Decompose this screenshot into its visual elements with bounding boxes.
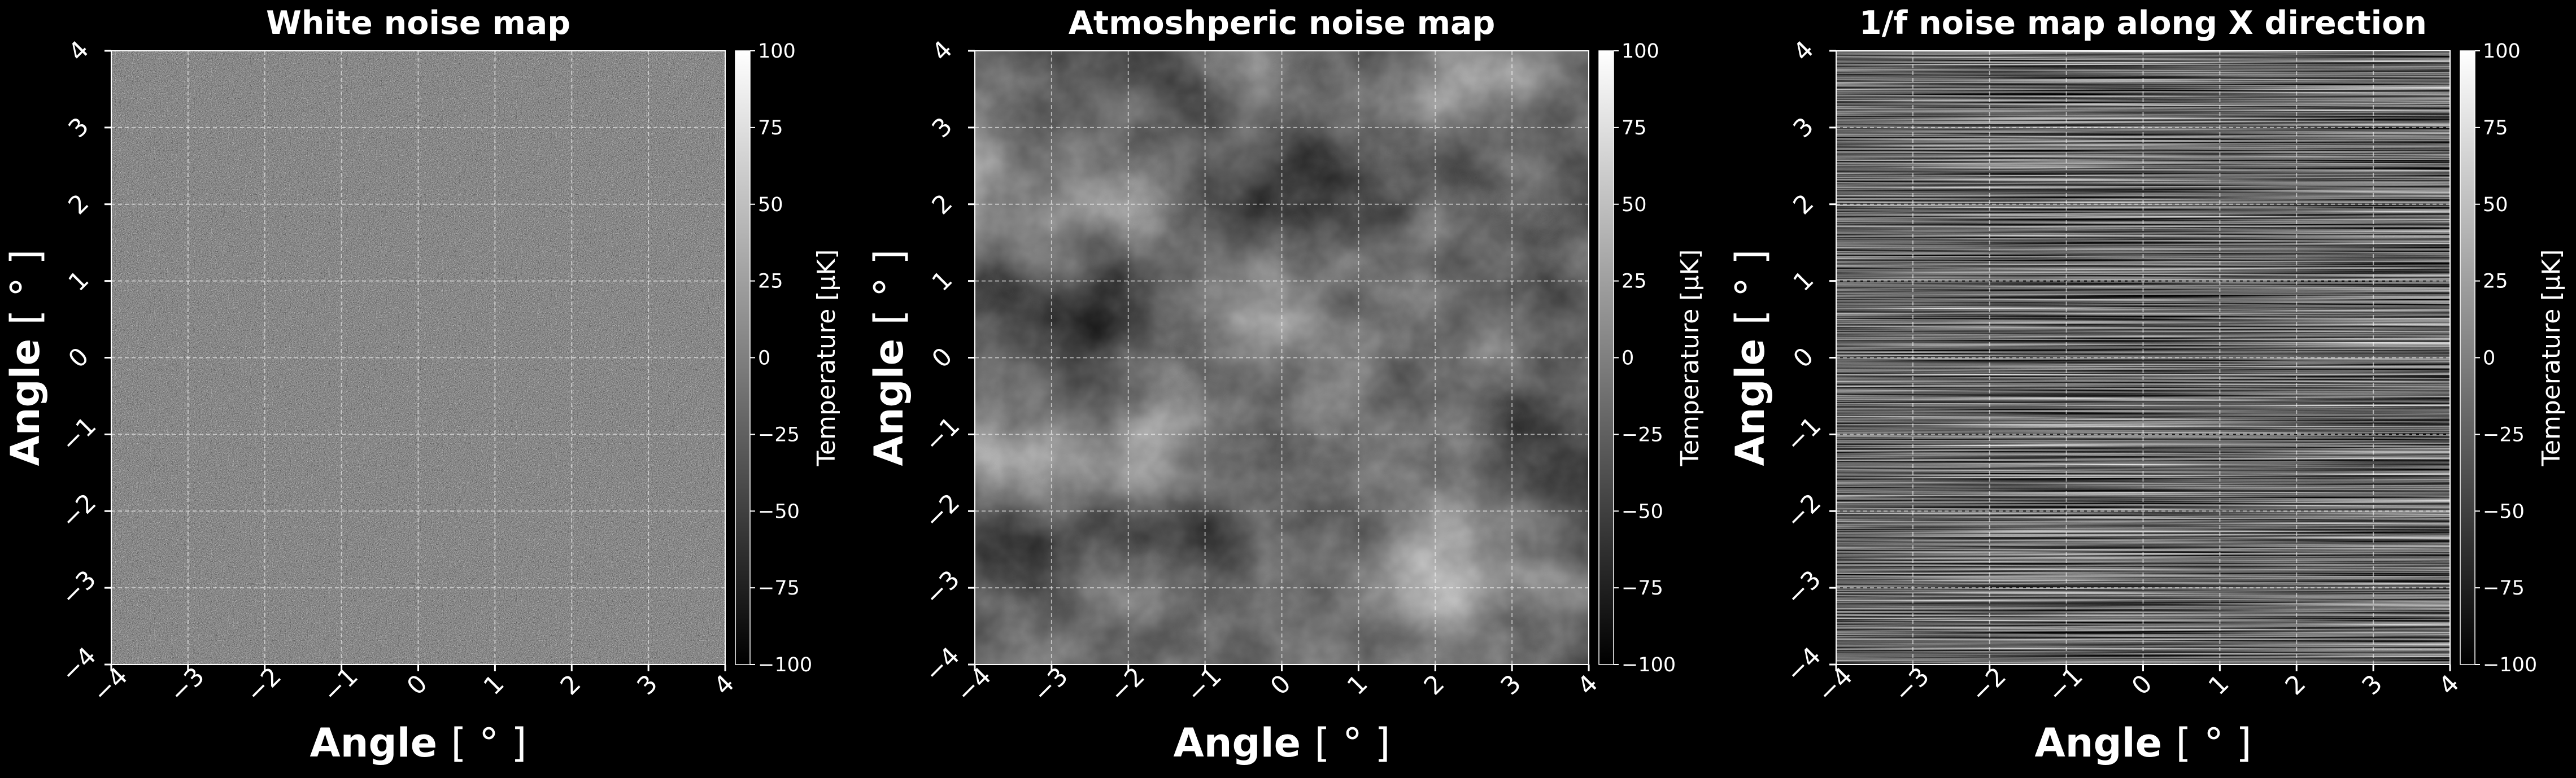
- colorbar-gradient: [2460, 50, 2475, 665]
- x-tick-label: 1: [478, 669, 510, 701]
- colorbar-tick-label: 50: [1622, 194, 1647, 216]
- y-tick-label: −2: [919, 488, 965, 535]
- x-tick-label: 3: [1495, 669, 1527, 701]
- x-tick-label: 2: [2280, 669, 2312, 701]
- x-tick-label: −3: [164, 662, 210, 708]
- x-tick-label: 4: [708, 669, 740, 701]
- y-tick-label: −2: [55, 488, 102, 535]
- y-tick-label: 4: [1788, 35, 1819, 67]
- y-tick-label: −1: [1780, 412, 1827, 458]
- x-tick-label: −3: [1027, 662, 1074, 708]
- x-tick-label: −2: [1104, 662, 1150, 708]
- colorbar: 100 75 50 25 0 −25 −50 −75 −100 Temperature [μK]: [735, 40, 841, 676]
- y-tick-label: 3: [63, 112, 94, 143]
- x-tick-label: 2: [555, 669, 587, 701]
- colorbar-label: Temperature [μK]: [2537, 250, 2566, 467]
- colorbar-tick-label: 25: [758, 270, 783, 293]
- colorbar-tick-label: −50: [758, 500, 800, 523]
- x-tick-label: 1: [2203, 669, 2235, 701]
- colorbar-gradient: [735, 50, 751, 665]
- colorbar-tick-label: 100: [2483, 40, 2521, 63]
- colorbar-tick-label: 100: [1622, 40, 1659, 63]
- colorbar-tick-label: 0: [2483, 347, 2495, 370]
- colorbar-label: Temperature [μK]: [812, 250, 841, 467]
- colorbar-tick-label: −75: [1622, 577, 1663, 600]
- colorbar-tick-label: 75: [758, 117, 783, 139]
- y-tick-label: 1: [63, 265, 94, 297]
- y-tick-label: −1: [55, 412, 102, 458]
- x-axis-label: Angle [ ° ]: [310, 720, 526, 766]
- x-tick-label: 3: [631, 669, 663, 701]
- y-tick-label: 0: [63, 342, 94, 374]
- y-tick-label: 3: [1788, 112, 1819, 143]
- colorbar: 100 75 50 25 0 −25 −50 −75 −100 Temperature [μK]: [2460, 40, 2566, 676]
- colorbar-tick-label: 50: [2483, 194, 2508, 216]
- colorbar-tick-label: −100: [758, 654, 812, 676]
- x-tick-label: −3: [1889, 662, 1935, 708]
- panel-title: 1/f noise map along X direction: [1859, 5, 2427, 42]
- colorbar-tick-label: −100: [2483, 654, 2537, 676]
- colorbar-label: Temperature [μK]: [1676, 250, 1705, 467]
- y-tick-label: −2: [1780, 488, 1827, 535]
- colorbar-tick-label: 25: [2483, 270, 2508, 293]
- x-tick-label: −2: [1965, 662, 2012, 708]
- colorbar-tick-label: 50: [758, 194, 783, 216]
- panel-title: Atmoshperic noise map: [1069, 5, 1496, 42]
- x-tick-label: 0: [2126, 669, 2158, 701]
- x-tick-label: 0: [1265, 669, 1297, 701]
- panel-title: White noise map: [266, 5, 570, 42]
- x-tick-label: 3: [2356, 669, 2388, 701]
- colorbar-gradient: [1598, 50, 1614, 665]
- colorbar-tick-label: −75: [758, 577, 800, 600]
- y-tick-label: 4: [926, 35, 958, 67]
- y-tick-label: −3: [1780, 565, 1827, 611]
- colorbar-tick-label: 0: [758, 347, 770, 370]
- colorbar-tick-label: −75: [2483, 577, 2525, 600]
- y-tick-label: 4: [63, 35, 94, 67]
- y-axis-label: Angle [ ° ]: [2, 249, 49, 466]
- y-tick-label: 2: [63, 189, 94, 220]
- y-tick-label: −1: [919, 412, 965, 458]
- x-axis-label: Angle [ ° ]: [2034, 720, 2251, 766]
- y-tick-label: 2: [926, 189, 958, 220]
- colorbar-tick-label: −50: [1622, 500, 1663, 523]
- colorbar-tick-label: 0: [1622, 347, 1634, 370]
- x-tick-label: 2: [1419, 669, 1450, 701]
- y-tick-label: 0: [1788, 342, 1819, 374]
- x-tick-label: −1: [1181, 662, 1227, 708]
- x-tick-label: −1: [317, 662, 364, 708]
- x-tick-label: 4: [1572, 669, 1603, 701]
- y-tick-label: −3: [919, 565, 965, 611]
- y-tick-label: 2: [1788, 189, 1819, 220]
- colorbar-tick-label: −100: [1622, 654, 1676, 676]
- x-tick-label: 4: [2433, 669, 2465, 701]
- y-axis-label: Angle [ ° ]: [1727, 249, 1773, 466]
- x-tick-label: −1: [2042, 662, 2089, 708]
- y-tick-label: 0: [926, 342, 958, 374]
- colorbar-tick-label: 100: [758, 40, 796, 63]
- y-tick-label: −3: [55, 565, 102, 611]
- colorbar-tick-label: 25: [1622, 270, 1647, 293]
- colorbar-tick-label: 75: [1622, 117, 1647, 139]
- y-tick-label: 1: [1788, 265, 1819, 297]
- x-axis-label: Angle [ ° ]: [1173, 720, 1390, 766]
- colorbar-tick-label: −25: [758, 423, 800, 446]
- x-tick-label: 0: [402, 669, 433, 701]
- colorbar-tick-label: −50: [2483, 500, 2525, 523]
- y-tick-label: 3: [926, 112, 958, 143]
- colorbar-tick-label: −25: [2483, 423, 2525, 446]
- y-axis-label: Angle [ ° ]: [866, 249, 912, 466]
- y-tick-label: 1: [926, 265, 958, 297]
- colorbar-tick-label: 75: [2483, 117, 2508, 139]
- colorbar-tick-label: −25: [1622, 423, 1663, 446]
- x-tick-label: −2: [241, 662, 287, 708]
- x-tick-label: 1: [1342, 669, 1374, 701]
- colorbar: 100 75 50 25 0 −25 −50 −75 −100 Temperature [μK]: [1598, 40, 1705, 676]
